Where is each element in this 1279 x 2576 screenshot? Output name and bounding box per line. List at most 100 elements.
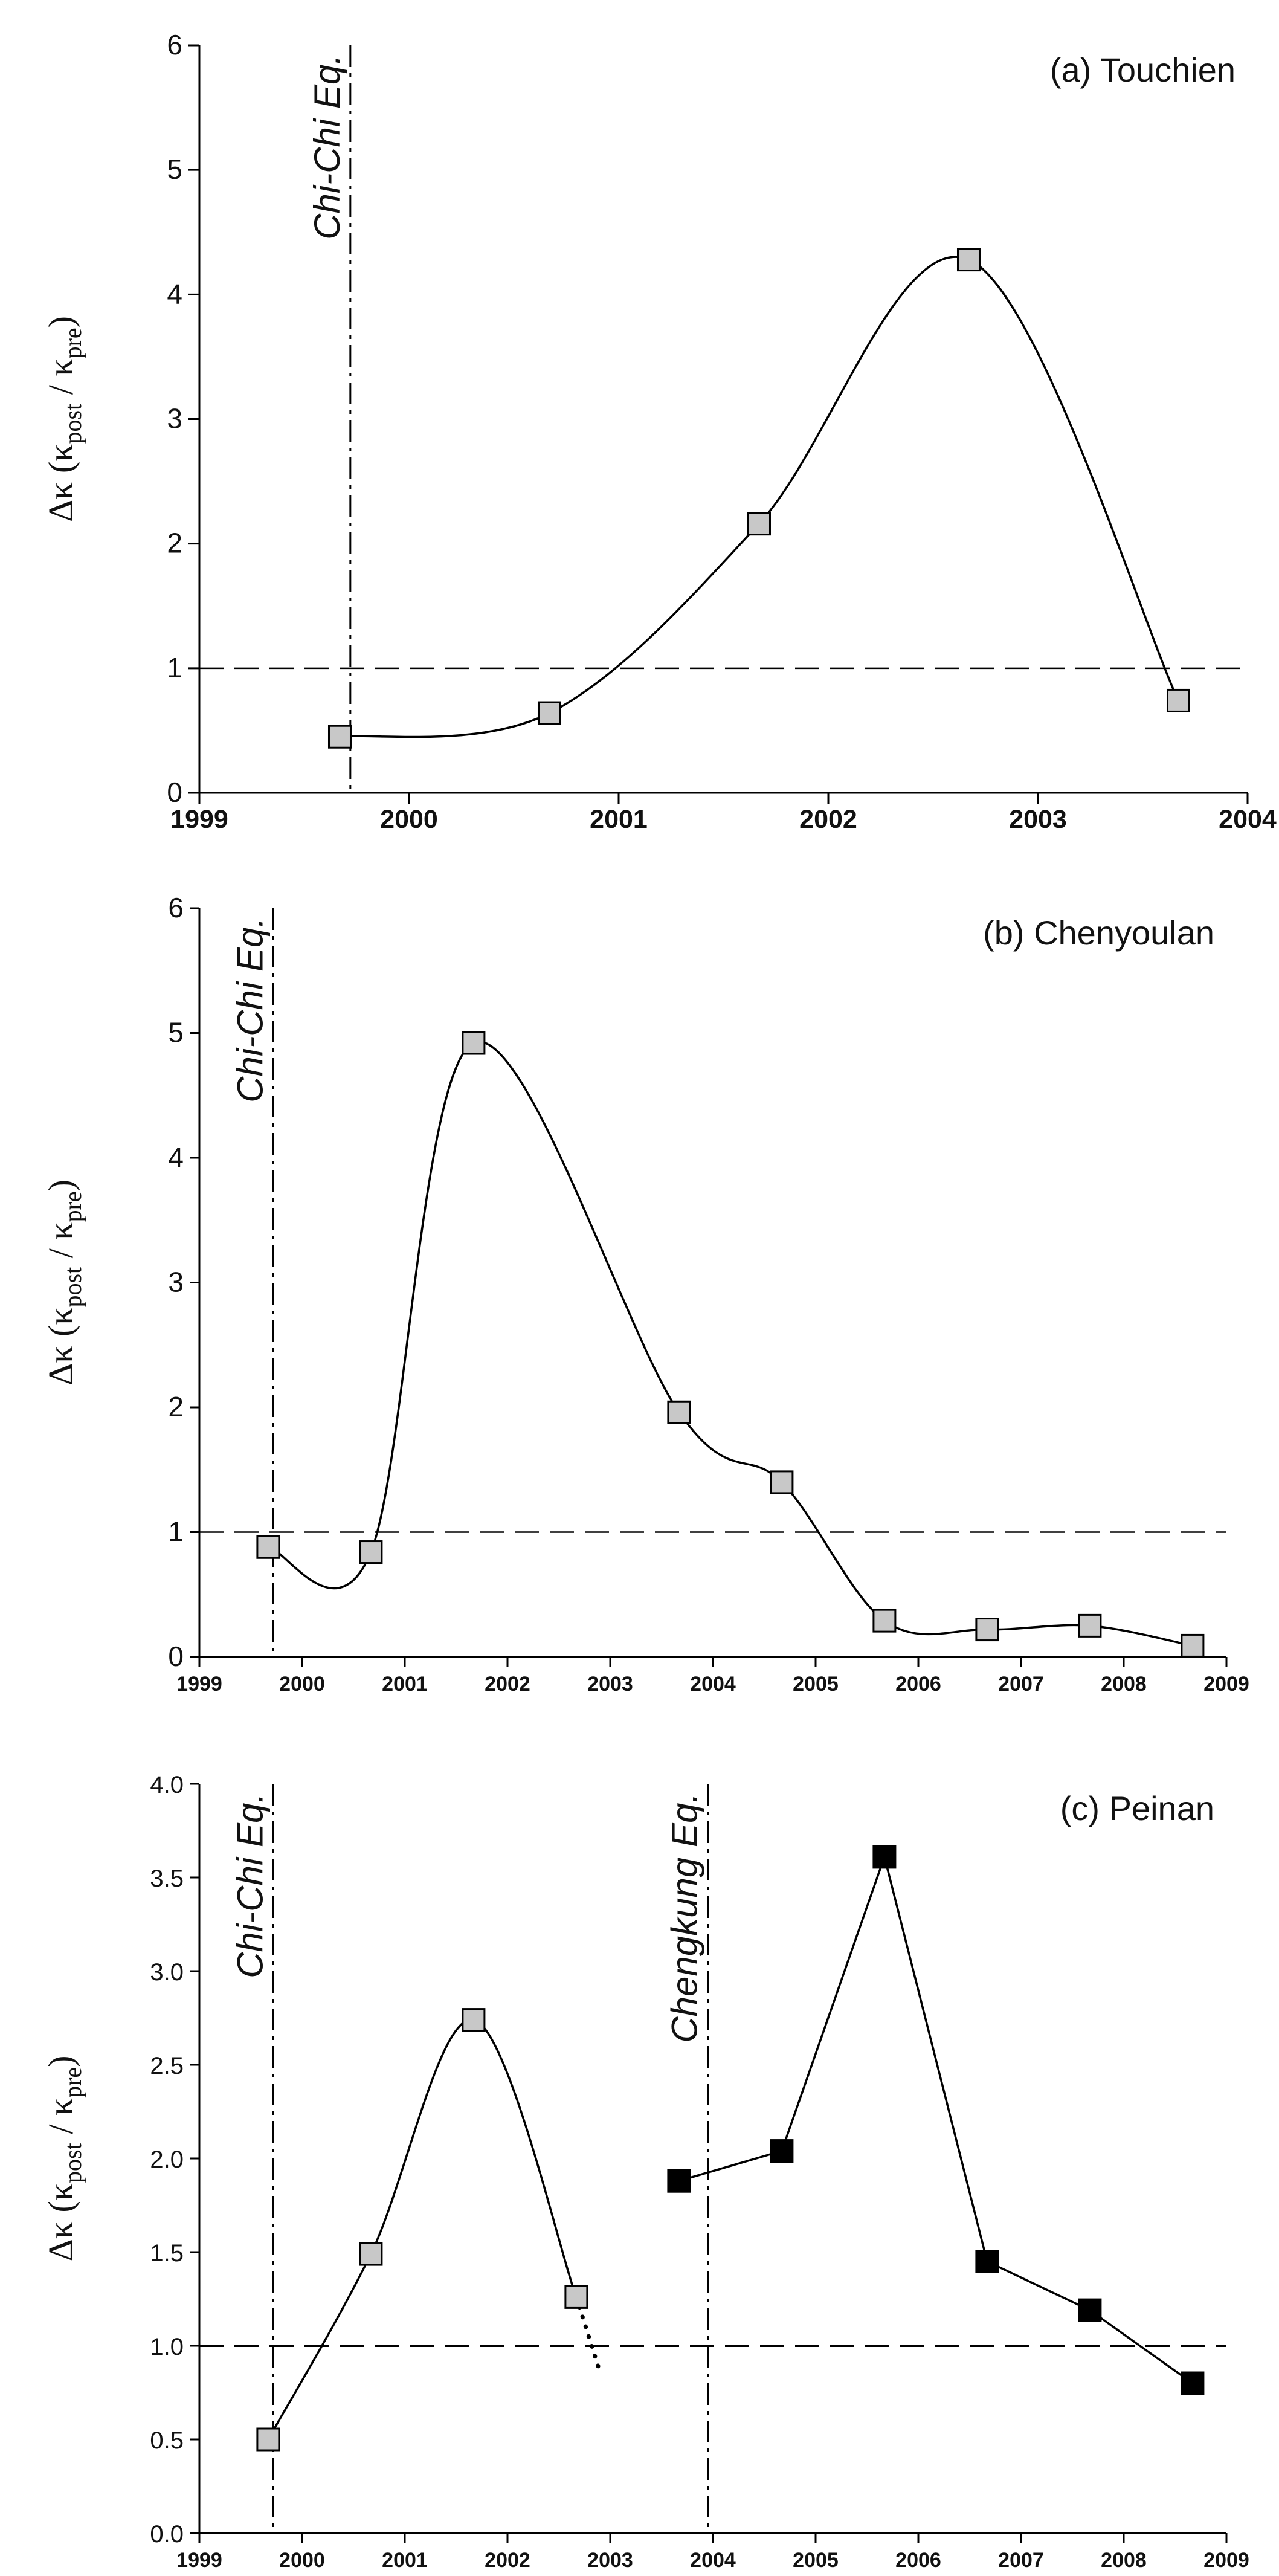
data-point-marker [770, 1470, 794, 1494]
y-tick-label: 6 [168, 892, 184, 923]
data-point-marker [359, 1540, 383, 1564]
x-tick-label: 2003 [587, 1673, 633, 1696]
x-tick-label: 1999 [170, 805, 228, 834]
y-label-sub-pre: pre [59, 1191, 86, 1222]
y-label-mid: / κ [41, 1222, 80, 1267]
y-tick-label: 6 [167, 29, 182, 60]
y-tick-label: 0 [167, 776, 182, 808]
y-tick-label: 1.5 [150, 2240, 184, 2267]
series-dotted-extension [574, 2294, 602, 2374]
y-label-sub-post: post [59, 404, 86, 444]
x-tick-label: 2007 [998, 1673, 1044, 1696]
panel-title: (c) Peinan [1060, 1789, 1214, 1827]
x-tick-label: 2006 [895, 2549, 941, 2572]
y-label-end: ) [41, 1180, 80, 1191]
event-label: Chengkung Eq. [665, 1793, 705, 2043]
x-tick-label: 2009 [1203, 1673, 1249, 1696]
data-point-marker [1181, 2371, 1205, 2395]
data-point-marker [667, 2169, 691, 2193]
y-tick-label: 1 [167, 652, 182, 683]
data-point-marker [872, 1609, 897, 1633]
x-tick-label: 2000 [279, 1673, 325, 1696]
y-axis-label: Δκ (κpost / κpre) [41, 316, 86, 522]
data-point-marker [537, 701, 561, 725]
panel-b-chenyoulan: 0 1 2 3 4 5 6 1999 2000 2001 2002 2003 2004 2005 2006 2… [41, 892, 1249, 1696]
series-line [268, 1041, 1193, 1647]
y-axis-label: Δκ (κpost / κpre) [41, 1180, 86, 1386]
y-tick-label: 1 [168, 1516, 184, 1548]
event-label: Chi-Chi Eq. [230, 1793, 270, 1978]
data-point-marker [956, 248, 981, 272]
y-label-mid: / κ [41, 358, 80, 403]
y-tick-label: 2.0 [150, 2146, 184, 2173]
x-tick-label: 2003 [587, 2549, 633, 2572]
x-tick-label: 1999 [176, 1673, 222, 1696]
x-tick-label: 2002 [485, 1673, 530, 1696]
data-point-marker [359, 2242, 383, 2266]
data-point-marker [667, 1400, 691, 1424]
data-point-marker [747, 512, 771, 536]
y-tick-label: 2 [167, 528, 182, 559]
y-label-mid: / κ [41, 2098, 80, 2143]
data-point-marker [1078, 1613, 1102, 1638]
y-tick-label: 2 [168, 1391, 184, 1422]
y-tick-label: 0.0 [150, 2521, 184, 2548]
panel-title: (b) Chenyoulan [983, 914, 1214, 952]
y-tick-label: 4 [167, 278, 182, 309]
x-tick-label: 2001 [590, 805, 648, 834]
x-tick-label: 2002 [485, 2549, 530, 2572]
y-label-symbol: Δκ (κ [41, 2183, 80, 2262]
series-line [340, 256, 1180, 738]
y-tick-label: 4 [168, 1141, 184, 1173]
y-label-sub-pre: pre [59, 328, 86, 358]
y-tick-label: 5 [167, 153, 182, 185]
x-tick-label: 2000 [279, 2549, 325, 2572]
x-tick-label: 2001 [382, 2549, 428, 2572]
data-point-marker [1181, 1633, 1205, 1658]
data-point-marker [770, 2139, 794, 2163]
y-label-sub-pre: pre [59, 2067, 86, 2098]
data-point-marker [256, 1535, 280, 1559]
y-tick-label: 0 [168, 1641, 184, 1672]
y-label-sub-post: post [59, 2143, 86, 2183]
event-label: Chi-Chi Eq. [307, 54, 347, 240]
y-axis-label: Δκ (κpost / κpre) [41, 2055, 86, 2261]
y-tick-label: 3 [167, 403, 182, 434]
x-tick-label: 2008 [1101, 1673, 1147, 1696]
y-label-end: ) [41, 316, 80, 328]
data-point-marker [462, 2008, 486, 2032]
y-tick-label: 2.5 [150, 2053, 184, 2079]
data-point-marker [462, 1031, 486, 1055]
x-tick-label: 2004 [690, 1673, 736, 1696]
x-tick-label: 2008 [1101, 2549, 1147, 2572]
panel-a-touchien: 0 1 2 3 4 5 6 1999 2000 2001 2002 2003 2004 Chi-Chi E… [41, 29, 1277, 834]
data-point-marker [1166, 688, 1190, 712]
series-line [678, 1853, 1193, 2384]
x-tick-label: 2004 [690, 2549, 736, 2572]
data-point-marker [564, 2285, 588, 2309]
y-label-symbol: Δκ (κ [41, 1307, 80, 1386]
event-label: Chi-Chi Eq. [230, 917, 270, 1103]
data-point-marker [327, 725, 352, 749]
data-point-marker [975, 2250, 999, 2273]
panel-title: (a) Touchien [1050, 51, 1236, 89]
series-line [267, 2018, 578, 2440]
x-tick-label: 2006 [895, 1673, 941, 1696]
x-tick-label: 2002 [799, 805, 857, 834]
x-tick-label: 2009 [1203, 2549, 1249, 2572]
data-point-marker [872, 1845, 897, 1869]
y-tick-label: 3 [168, 1267, 184, 1298]
x-tick-label: 1999 [176, 2549, 222, 2572]
data-point-marker [975, 1618, 999, 1642]
y-tick-label: 0.5 [150, 2427, 184, 2454]
y-tick-label: 5 [168, 1017, 184, 1048]
y-tick-label: 4.0 [150, 1772, 184, 1798]
x-tick-label: 2000 [380, 805, 438, 834]
x-tick-label: 2004 [1219, 805, 1277, 834]
data-point-marker [1078, 2298, 1102, 2322]
y-tick-label: 1.0 [150, 2334, 184, 2360]
data-point-marker [256, 2427, 280, 2452]
x-tick-label: 2007 [998, 2549, 1044, 2572]
y-tick-label: 3.0 [150, 1959, 184, 1986]
